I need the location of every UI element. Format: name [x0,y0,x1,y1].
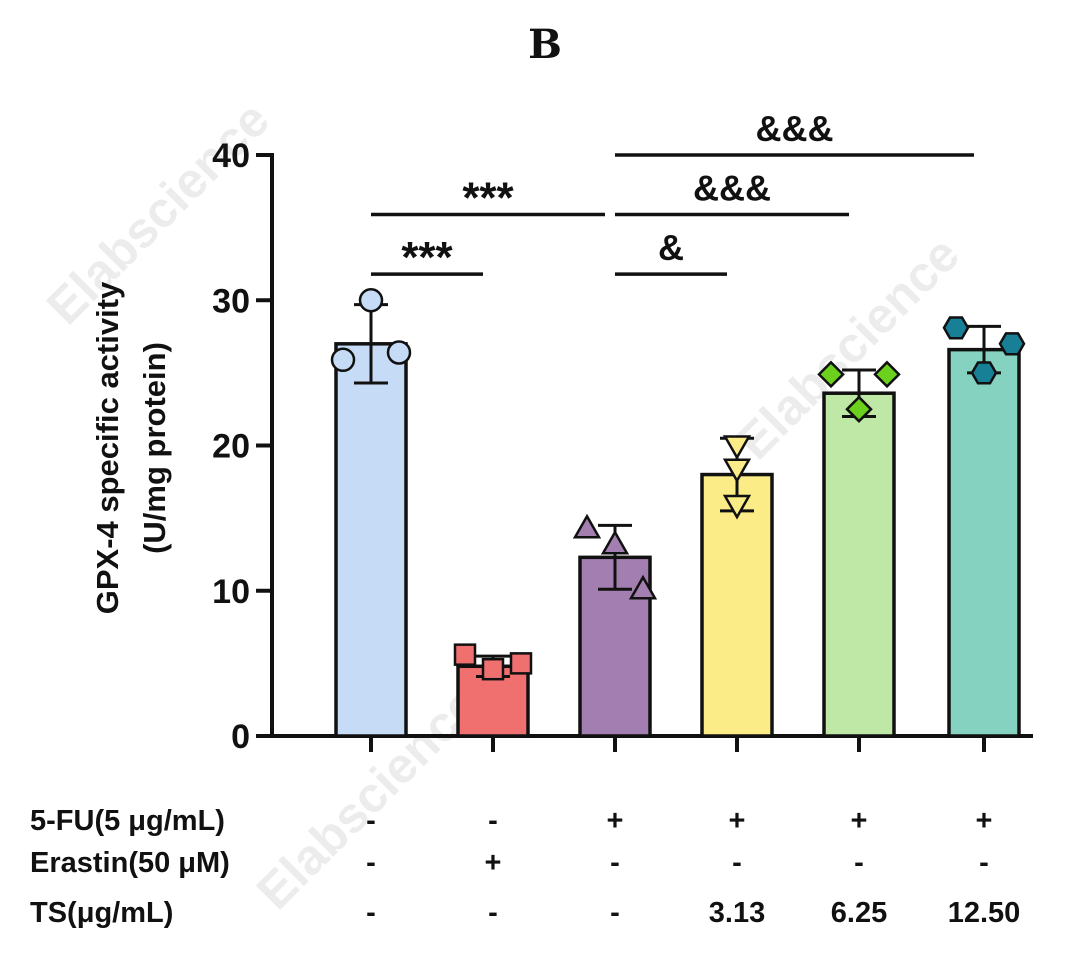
data-point-triangle-down [722,458,752,484]
condition-row-label: Erastin(50 μM) [30,847,230,879]
condition-value: - [488,897,498,929]
data-point-triangle-down [722,435,752,461]
data-point-triangle [600,529,630,555]
condition-value: + [976,805,993,837]
significance-label: *** [401,233,453,282]
condition-value: - [366,847,376,879]
bar [822,391,896,738]
condition-value: + [607,805,624,837]
y-tick-label: 10 [212,573,250,611]
condition-value: - [610,847,620,879]
bar [334,342,408,738]
significance-label: &&& [756,108,834,149]
condition-value: + [485,847,502,879]
data-point-triangle [572,513,602,539]
condition-row-label: TS(μg/mL) [30,897,173,929]
bar [947,347,1021,738]
condition-value: - [854,847,864,879]
condition-value: 3.13 [709,897,765,929]
data-point-hexagon [942,316,970,340]
significance-label: & [658,227,684,268]
data-point-circle [358,288,384,313]
condition-value: + [729,805,746,837]
condition-value: 12.50 [948,897,1021,929]
condition-value: - [979,847,989,879]
data-point-hexagon [998,332,1026,356]
y-axis-label-line2: (U/mg protein) [137,342,172,554]
data-point-diamond [845,395,873,423]
error-bars [354,303,1001,678]
significance-label: *** [462,174,514,223]
data-point-square [453,643,477,666]
panel-label: B [528,21,562,68]
data-point-diamond [873,360,901,389]
data-point-triangle [628,574,658,600]
condition-row-label: 5-FU(5 μg/mL) [30,805,225,837]
y-tick-label: 0 [231,718,250,756]
condition-value: 6.25 [831,897,887,929]
y-tick-label: 30 [212,282,250,320]
y-axis-label-line1: GPX-4 specific activity [90,281,125,614]
condition-value: - [366,805,376,837]
data-point-hexagon [970,361,998,385]
data-point-triangle-down [722,494,752,520]
condition-value: - [488,805,498,837]
data-point-circle [330,347,356,373]
data-point-circle [386,340,412,365]
bars [334,342,1021,738]
data-points [330,288,1026,681]
y-axis-label: GPX-4 specific activity (U/mg protein) [90,281,172,614]
condition-value: - [732,847,742,879]
data-point-square [509,652,533,675]
y-tick-label: 20 [212,428,250,466]
data-point-diamond [817,360,845,389]
condition-value: + [851,805,868,837]
condition-value: - [366,897,376,929]
significance-brackets: ******&&&&&&& [371,108,974,282]
y-tick-label: 40 [212,137,250,175]
condition-value: - [610,897,620,929]
condition-table: 5-FU(5 μg/mL) - - + + + + Erastin(50 μM) - + - - - - T… [30,805,1020,929]
significance-label: &&& [693,168,771,209]
data-point-square [481,657,505,681]
